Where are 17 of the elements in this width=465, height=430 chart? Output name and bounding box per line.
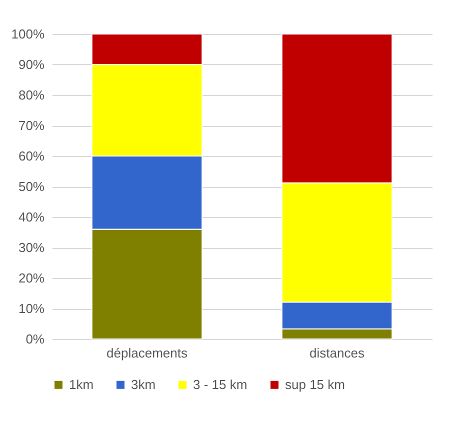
- y-tick-label: 70%: [18, 118, 45, 133]
- legend-label: sup 15 km: [285, 376, 345, 392]
- y-tick-label: 20%: [18, 270, 45, 286]
- legend-label: 1km: [69, 376, 94, 392]
- legend-label: 3km: [131, 376, 156, 392]
- y-tick-label: 10%: [18, 301, 45, 316]
- y-tick-label: 60%: [18, 148, 45, 164]
- y-tick-label: 40%: [18, 210, 45, 224]
- y-tick-label: 30%: [18, 240, 45, 255]
- y-tick-label: 0%: [26, 332, 45, 346]
- y-tick-label: 50%: [18, 179, 45, 194]
- x-tick-label: déplacements: [106, 346, 188, 360]
- y-tick-label: 80%: [18, 88, 45, 102]
- legend-label: 3 - 15 km: [193, 376, 248, 392]
- x-tick-label: distances: [310, 346, 365, 360]
- y-tick-label: 90%: [18, 57, 45, 72]
- y-tick-label: 100%: [11, 26, 45, 42]
